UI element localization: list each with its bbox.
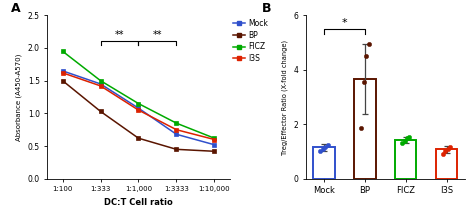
Y-axis label: Absorbance (A450-A570): Absorbance (A450-A570) bbox=[16, 53, 22, 141]
Text: **: ** bbox=[115, 30, 124, 40]
Text: A: A bbox=[11, 2, 20, 15]
Legend: Mock, BP, FICZ, I3S: Mock, BP, FICZ, I3S bbox=[233, 19, 268, 63]
Text: B: B bbox=[262, 2, 271, 15]
Point bbox=[365, 42, 373, 46]
Point bbox=[401, 139, 408, 142]
Point bbox=[362, 54, 370, 58]
Bar bbox=[354, 79, 375, 179]
Point bbox=[317, 149, 324, 153]
Point bbox=[447, 145, 454, 148]
Point bbox=[357, 127, 365, 130]
Point bbox=[398, 141, 406, 145]
Bar bbox=[436, 149, 457, 179]
Bar bbox=[313, 147, 335, 179]
Point bbox=[439, 152, 447, 155]
Point bbox=[444, 147, 452, 150]
Point bbox=[403, 136, 411, 140]
Point bbox=[321, 145, 329, 148]
Text: *: * bbox=[342, 17, 347, 27]
Point bbox=[324, 143, 331, 146]
Y-axis label: Treg/Effector Ratio (X-fold change): Treg/Effector Ratio (X-fold change) bbox=[282, 39, 288, 155]
Point bbox=[319, 148, 327, 151]
Point bbox=[406, 136, 413, 139]
X-axis label: DC:T Cell ratio: DC:T Cell ratio bbox=[104, 198, 173, 207]
Bar bbox=[395, 140, 417, 179]
Text: **: ** bbox=[153, 30, 162, 40]
Point bbox=[442, 149, 449, 153]
Point bbox=[360, 80, 367, 84]
